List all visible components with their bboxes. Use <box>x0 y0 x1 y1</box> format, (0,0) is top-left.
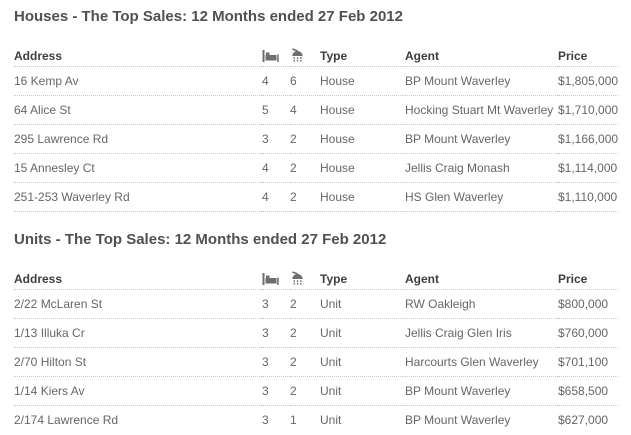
type-cell: House <box>320 182 405 212</box>
price-cell: $800,000 <box>558 289 618 319</box>
baths-cell: 2 <box>290 153 320 183</box>
price-cell: $1,805,000 <box>558 66 618 96</box>
price-cell: $1,114,000 <box>558 153 618 183</box>
column-header-price: Price <box>558 271 618 290</box>
price-cell: $658,500 <box>558 376 618 406</box>
agent-cell: Harcourts Glen Waverley <box>405 347 558 377</box>
baths-cell: 2 <box>290 124 320 154</box>
beds-cell: 4 <box>262 153 290 183</box>
agent-cell: RW Oakleigh <box>405 289 558 319</box>
beds-cell: 3 <box>262 405 290 435</box>
type-cell: House <box>320 124 405 154</box>
units-table-header: Address <box>14 271 618 290</box>
price-cell: $627,000 <box>558 405 618 435</box>
address-cell: 2/70 Hilton St <box>14 347 262 377</box>
price-cell: $1,166,000 <box>558 124 618 154</box>
beds-cell: 3 <box>262 289 290 319</box>
column-header-address: Address <box>14 48 262 67</box>
table-row: 15 Annesley Ct 4 2 House Jellis Craig Mo… <box>14 153 618 183</box>
table-row: 295 Lawrence Rd 3 2 House BP Mount Waver… <box>14 124 618 154</box>
address-cell: 1/14 Kiers Av <box>14 376 262 406</box>
houses-table: Address <box>14 48 618 212</box>
price-cell: $1,710,000 <box>558 95 618 125</box>
agent-cell: HS Glen Waverley <box>405 182 558 212</box>
table-row: 64 Alice St 5 4 House Hocking Stuart Mt … <box>14 95 618 125</box>
agent-cell: Jellis Craig Monash <box>405 153 558 183</box>
type-cell: Unit <box>320 347 405 377</box>
column-header-beds <box>262 271 290 290</box>
agent-cell: Jellis Craig Glen Iris <box>405 318 558 348</box>
shower-icon <box>292 48 303 62</box>
baths-cell: 1 <box>290 405 320 435</box>
address-cell: 15 Annesley Ct <box>14 153 262 183</box>
agent-cell: BP Mount Waverley <box>405 405 558 435</box>
column-header-agent: Agent <box>405 271 558 290</box>
baths-cell: 4 <box>290 95 320 125</box>
agent-cell: BP Mount Waverley <box>405 376 558 406</box>
units-section-title: Units - The Top Sales: 12 Months ended 2… <box>14 231 387 248</box>
table-row: 1/14 Kiers Av 3 2 Unit BP Mount Waverley… <box>14 376 618 406</box>
type-cell: Unit <box>320 289 405 319</box>
beds-cell: 3 <box>262 124 290 154</box>
column-header-type: Type <box>320 48 405 67</box>
table-row: 251-253 Waverley Rd 4 2 House HS Glen Wa… <box>14 182 618 212</box>
beds-cell: 4 <box>262 66 290 96</box>
units-section: Units - The Top Sales: 12 Months ended 2… <box>14 232 618 435</box>
price-cell: $1,110,000 <box>558 182 618 212</box>
address-cell: 2/22 McLaren St <box>14 289 262 319</box>
houses-section-title: Houses - The Top Sales: 12 Months ended … <box>14 8 403 25</box>
baths-cell: 2 <box>290 347 320 377</box>
baths-cell: 2 <box>290 376 320 406</box>
table-row: 2/70 Hilton St 3 2 Unit Harcourts Glen W… <box>14 347 618 377</box>
houses-section: Houses - The Top Sales: 12 Months ended … <box>14 9 618 212</box>
column-header-agent: Agent <box>405 48 558 67</box>
address-cell: 1/13 Illuka Cr <box>14 318 262 348</box>
agent-cell: Hocking Stuart Mt Waverley <box>405 95 558 125</box>
type-cell: Unit <box>320 376 405 406</box>
type-cell: House <box>320 95 405 125</box>
baths-cell: 2 <box>290 289 320 319</box>
price-cell: $760,000 <box>558 318 618 348</box>
table-row: 2/22 McLaren St 3 2 Unit RW Oakleigh $80… <box>14 289 618 319</box>
baths-cell: 2 <box>290 318 320 348</box>
beds-cell: 3 <box>262 318 290 348</box>
shower-icon <box>292 271 303 285</box>
baths-cell: 6 <box>290 66 320 96</box>
type-cell: Unit <box>320 405 405 435</box>
beds-cell: 3 <box>262 376 290 406</box>
address-cell: 64 Alice St <box>14 95 262 125</box>
type-cell: House <box>320 153 405 183</box>
header-row: Address <box>14 271 618 290</box>
table-row: 16 Kemp Av 4 6 House BP Mount Waverley $… <box>14 66 618 96</box>
baths-cell: 2 <box>290 182 320 212</box>
bed-icon <box>262 273 279 285</box>
bed-icon <box>262 50 279 62</box>
column-header-type: Type <box>320 271 405 290</box>
column-header-baths <box>290 271 320 290</box>
column-header-address: Address <box>14 271 262 290</box>
address-cell: 16 Kemp Av <box>14 66 262 96</box>
units-table: Address <box>14 271 618 435</box>
houses-table-header: Address <box>14 48 618 67</box>
type-cell: House <box>320 66 405 96</box>
beds-cell: 4 <box>262 182 290 212</box>
beds-cell: 3 <box>262 347 290 377</box>
type-cell: Unit <box>320 318 405 348</box>
agent-cell: BP Mount Waverley <box>405 124 558 154</box>
address-cell: 295 Lawrence Rd <box>14 124 262 154</box>
address-cell: 2/174 Lawrence Rd <box>14 405 262 435</box>
column-header-beds <box>262 48 290 67</box>
beds-cell: 5 <box>262 95 290 125</box>
address-cell: 251-253 Waverley Rd <box>14 182 262 212</box>
agent-cell: BP Mount Waverley <box>405 66 558 96</box>
column-header-price: Price <box>558 48 618 67</box>
price-cell: $701,100 <box>558 347 618 377</box>
header-row: Address <box>14 48 618 67</box>
column-header-baths <box>290 48 320 67</box>
table-row: 1/13 Illuka Cr 3 2 Unit Jellis Craig Gle… <box>14 318 618 348</box>
table-row: 2/174 Lawrence Rd 3 1 Unit BP Mount Wave… <box>14 405 618 435</box>
